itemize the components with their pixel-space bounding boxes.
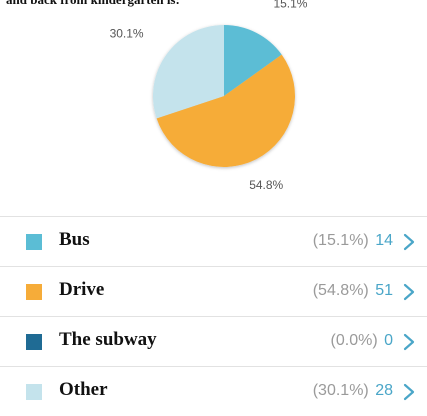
chevron-right-icon[interactable] [403, 383, 415, 401]
slice-label: 30.1% [110, 27, 144, 41]
legend-count: 14 [375, 232, 393, 249]
legend-row-other[interactable]: Other (30.1%) 28 [0, 366, 427, 416]
legend-stats: (15.1%) 14 [313, 232, 393, 250]
legend-stats: (54.8%) 51 [313, 282, 393, 300]
legend-count: 0 [384, 332, 393, 349]
chevron-right-icon[interactable] [403, 333, 415, 351]
pie-slice-drive [156, 54, 295, 167]
question-text: and back from kindergarten is: [6, 0, 180, 8]
legend-label: Bus [59, 229, 90, 250]
color-swatch [26, 284, 42, 300]
legend-row-the-subway[interactable]: The subway (0.0%) 0 [0, 316, 427, 366]
legend-label: Drive [59, 279, 105, 300]
legend-label: Other [59, 379, 108, 400]
slice-label: 15.1% [273, 0, 307, 10]
chevron-right-icon[interactable] [403, 283, 415, 301]
legend-stats: (30.1%) 28 [313, 382, 393, 400]
pie-chart: 15.1% 54.8% 30.1% [110, 0, 308, 192]
slice-label: 54.8% [249, 178, 283, 192]
legend-percent: (0.0%) [330, 332, 378, 349]
legend-stats: (0.0%) 0 [331, 332, 393, 350]
legend-list: Bus (15.1%) 14 Drive (54.8%) 51 The subw… [0, 216, 427, 416]
legend-row-drive[interactable]: Drive (54.8%) 51 [0, 266, 427, 316]
pie-slice-other [152, 25, 224, 119]
chevron-right-icon[interactable] [403, 233, 415, 251]
color-swatch [26, 234, 42, 250]
color-swatch [26, 334, 42, 350]
legend-count: 28 [375, 382, 393, 399]
pie-slice-bus [224, 25, 282, 96]
legend-count: 51 [375, 282, 393, 299]
legend-percent: (54.8%) [312, 282, 369, 299]
color-swatch [26, 384, 42, 400]
legend-percent: (15.1%) [312, 232, 369, 249]
legend-row-bus[interactable]: Bus (15.1%) 14 [0, 216, 427, 266]
legend-percent: (30.1%) [312, 382, 369, 399]
legend-label: The subway [59, 329, 157, 350]
